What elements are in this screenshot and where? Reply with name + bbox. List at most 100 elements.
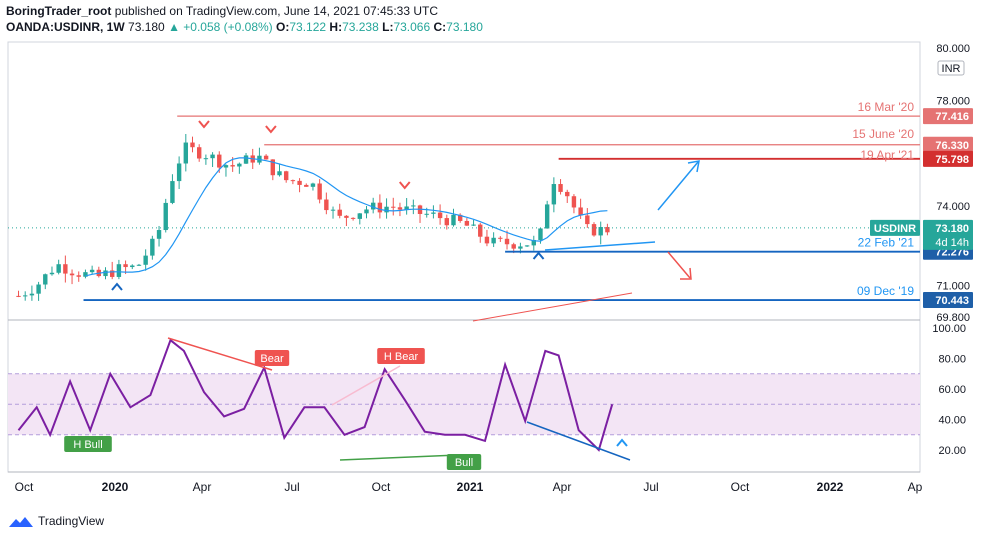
- divergence-tag: [64, 436, 112, 452]
- level-date-label: 19 Apr '21: [860, 148, 914, 162]
- candle-body: [156, 230, 162, 239]
- candle-body: [491, 237, 496, 244]
- price-axis-tick: 71.000: [936, 280, 970, 292]
- candle-body: [243, 155, 249, 164]
- candle-body: [571, 196, 577, 208]
- symbol-tag-label: USDINR: [874, 223, 916, 235]
- bearish-marker-icon: [265, 125, 277, 134]
- candle-body: [451, 214, 456, 226]
- candle-body: [123, 264, 128, 268]
- candle-body: [29, 293, 35, 296]
- rsi-axis-tick: 60.00: [938, 384, 966, 396]
- bearish-marker-icon: [198, 120, 210, 129]
- candle-body: [464, 220, 470, 226]
- bullish-marker-icon: [532, 251, 545, 260]
- candle-body: [498, 237, 503, 239]
- candle-body: [431, 212, 436, 214]
- candle-body: [524, 245, 530, 247]
- open-value: 73.122: [289, 20, 327, 34]
- tradingview-logo-icon: [9, 517, 33, 527]
- level-price-tag: [923, 150, 973, 167]
- candle-body: [43, 274, 48, 285]
- time-axis-tick: Apr: [553, 480, 572, 494]
- candle-body: [103, 270, 108, 277]
- last-price: 73.180: [128, 20, 165, 34]
- quote-line: OANDA:USDINR, 1W 73.180 ▲ +0.058 (+0.08%…: [6, 19, 906, 35]
- bullish-divergence-line: [526, 421, 631, 461]
- candle-body: [210, 154, 215, 159]
- candle-body: [23, 295, 28, 297]
- candle-body: [89, 269, 95, 273]
- candle-body: [196, 147, 202, 159]
- time-axis-tick: Apr: [193, 480, 212, 494]
- rsi-line: [17, 338, 614, 452]
- divergence-tag-label: H Bull: [73, 439, 102, 451]
- candle-body: [277, 171, 282, 176]
- up-arrow-icon: [657, 161, 699, 211]
- candle-body: [130, 265, 135, 268]
- candle-body: [263, 155, 269, 160]
- time-axis-tick: Oct: [731, 480, 750, 494]
- level-price-value: 75.798: [935, 154, 969, 166]
- level-date-label: 16 Mar '20: [858, 100, 915, 114]
- candle-body: [404, 206, 409, 210]
- candle-body: [437, 212, 443, 219]
- candle-body: [384, 206, 389, 213]
- candle-body: [36, 284, 41, 294]
- level-date-label: 09 Dec '19: [857, 284, 914, 298]
- bar-countdown: 4d 14h: [935, 237, 969, 249]
- candle-body: [324, 199, 329, 211]
- author-name[interactable]: BoringTrader_root: [6, 4, 112, 18]
- candle-body: [290, 180, 296, 182]
- candle-body: [457, 214, 463, 221]
- candle-body: [136, 264, 142, 266]
- candle-body: [504, 238, 510, 245]
- published-text: published on TradingView.com, June 14, 2…: [114, 4, 439, 18]
- candle-body: [357, 213, 362, 219]
- candle-body: [116, 264, 122, 277]
- bearish-marker-icon: [398, 181, 411, 190]
- candle-body: [377, 202, 383, 213]
- time-axis-tick: Jul: [643, 480, 658, 494]
- unit-box: [937, 60, 965, 76]
- bear-divergence-line: [167, 337, 273, 371]
- candle-body: [350, 217, 356, 219]
- time-axis-tick: 2020: [102, 480, 129, 494]
- rsi-axis-tick: 40.00: [938, 415, 966, 427]
- level-price-value: 76.330: [935, 140, 969, 152]
- time-axis-tick: Jul: [284, 480, 299, 494]
- candle-body: [518, 246, 523, 249]
- candle-body: [310, 183, 316, 187]
- tradingview-footer[interactable]: TradingView: [8, 511, 104, 531]
- candle-body: [283, 171, 289, 181]
- candle-body: [364, 209, 369, 214]
- candle-body: [150, 238, 155, 256]
- candle-body: [538, 228, 543, 240]
- divergence-tag: [377, 348, 425, 364]
- candle-body: [484, 236, 490, 244]
- unit-label: INR: [942, 63, 961, 75]
- candle-body: [565, 191, 570, 197]
- candle-body: [544, 204, 550, 229]
- symbol-label[interactable]: OANDA:USDINR, 1W: [6, 20, 125, 34]
- level-date-label: 15 June '20: [852, 127, 914, 141]
- bull-divergence-line: [339, 454, 459, 461]
- close-value: 73.180: [446, 20, 483, 34]
- open-label: O:: [276, 20, 290, 34]
- candle-body: [297, 180, 302, 185]
- candle-body: [330, 209, 336, 211]
- level-price-tag: [923, 108, 973, 125]
- candle-body: [83, 272, 88, 277]
- candle-body: [76, 275, 81, 277]
- candle-body: [270, 159, 276, 176]
- symbol-tag: [870, 219, 920, 236]
- down-arrow-head-icon: [680, 267, 692, 280]
- candle-body: [56, 264, 61, 273]
- resistance-trend-line: [472, 292, 633, 322]
- level-price-tag: [923, 292, 973, 309]
- candle-body: [598, 227, 603, 236]
- candle-body: [170, 181, 175, 203]
- close-label: C:: [433, 20, 447, 34]
- candle-body: [511, 244, 516, 249]
